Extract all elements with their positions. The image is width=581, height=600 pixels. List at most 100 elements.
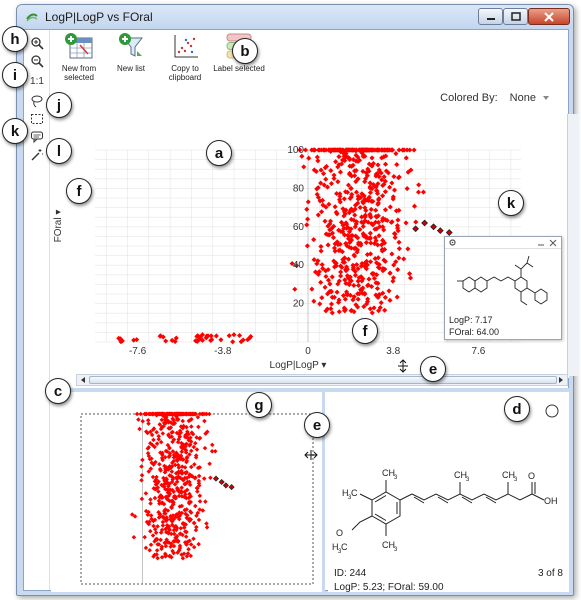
- overview-point[interactable]: [193, 455, 199, 460]
- overview-point[interactable]: [188, 448, 194, 454]
- scatter-point[interactable]: [289, 260, 295, 267]
- overview-point[interactable]: [186, 418, 192, 424]
- overview-point[interactable]: [160, 523, 166, 528]
- scatter-point[interactable]: [356, 157, 363, 163]
- scatter-point[interactable]: [230, 339, 236, 345]
- overview-point[interactable]: [193, 440, 198, 446]
- scatter-point[interactable]: [163, 338, 169, 344]
- close-icon[interactable]: [549, 239, 557, 247]
- scatter-point[interactable]: [208, 333, 214, 339]
- overview-point[interactable]: [207, 461, 212, 467]
- overview-selected-point[interactable]: [218, 478, 225, 486]
- scatter-point[interactable]: [367, 235, 373, 241]
- scatter-point[interactable]: [173, 335, 179, 341]
- scatter-point[interactable]: [416, 182, 422, 188]
- overview-point[interactable]: [148, 429, 153, 435]
- scatter-point[interactable]: [333, 159, 339, 165]
- scatter-point[interactable]: [392, 231, 398, 237]
- scatter-point[interactable]: [411, 203, 418, 209]
- scatter-point[interactable]: [353, 152, 359, 158]
- overview-point[interactable]: [148, 542, 154, 548]
- scatter-point[interactable]: [375, 181, 381, 187]
- scatter-point[interactable]: [309, 147, 315, 153]
- overview-point[interactable]: [173, 462, 178, 468]
- overview-point[interactable]: [196, 480, 202, 486]
- scatter-point[interactable]: [332, 241, 338, 247]
- scatter-point[interactable]: [305, 199, 311, 205]
- scatter-point[interactable]: [332, 264, 338, 270]
- scatter-point[interactable]: [382, 294, 388, 300]
- overview-point[interactable]: [167, 498, 172, 504]
- scatter-point[interactable]: [336, 278, 342, 284]
- overview-point[interactable]: [158, 439, 164, 445]
- scatter-point[interactable]: [395, 217, 401, 223]
- scatter-point[interactable]: [415, 189, 422, 195]
- overview-point[interactable]: [200, 508, 206, 513]
- selected-point[interactable]: [421, 219, 428, 227]
- overview-point[interactable]: [154, 548, 160, 553]
- overview-point[interactable]: [184, 459, 189, 465]
- scatter-point[interactable]: [355, 282, 362, 289]
- overview-point[interactable]: [156, 498, 162, 504]
- overview-point[interactable]: [150, 533, 156, 538]
- scatter-point[interactable]: [292, 286, 298, 292]
- overview-point[interactable]: [140, 457, 145, 463]
- overview-point[interactable]: [171, 458, 176, 464]
- overview-point[interactable]: [184, 487, 190, 493]
- scatter-point[interactable]: [371, 240, 378, 247]
- overview-point[interactable]: [200, 411, 205, 417]
- scatter-point[interactable]: [304, 243, 310, 249]
- overview-point[interactable]: [196, 517, 202, 523]
- overview-point[interactable]: [160, 431, 166, 436]
- overview-point[interactable]: [136, 417, 141, 422]
- overview-point[interactable]: [169, 469, 175, 474]
- scatter-point[interactable]: [404, 186, 410, 192]
- scatter-point[interactable]: [315, 158, 321, 164]
- scatter-point[interactable]: [382, 189, 388, 195]
- overview-point[interactable]: [180, 532, 185, 538]
- scatter-point[interactable]: [245, 337, 251, 343]
- overview-point[interactable]: [203, 499, 208, 504]
- overview-point[interactable]: [192, 462, 197, 467]
- overview-point[interactable]: [193, 503, 198, 509]
- overview-point[interactable]: [167, 451, 173, 456]
- scatter-point[interactable]: [411, 147, 417, 153]
- overview-point[interactable]: [142, 534, 147, 540]
- scatter-point[interactable]: [328, 180, 335, 187]
- scatter-point[interactable]: [364, 147, 370, 153]
- scatter-point[interactable]: [326, 147, 332, 153]
- overview-point[interactable]: [186, 546, 191, 552]
- scatter-point[interactable]: [332, 248, 338, 254]
- scatter-point[interactable]: [349, 147, 355, 153]
- scatter-point[interactable]: [318, 248, 324, 254]
- overview-point[interactable]: [167, 481, 172, 487]
- scatter-point[interactable]: [392, 234, 398, 241]
- scatter-point[interactable]: [384, 217, 390, 224]
- y-axis-label[interactable]: FOral ▾: [53, 210, 64, 243]
- scatter-point[interactable]: [324, 184, 331, 190]
- scatter-point[interactable]: [329, 310, 335, 316]
- scroll-right-icon[interactable]: [557, 376, 565, 384]
- scatter-point[interactable]: [303, 147, 309, 153]
- scatter-point[interactable]: [382, 207, 389, 213]
- overview-point[interactable]: [148, 513, 154, 518]
- overview-point[interactable]: [170, 449, 176, 454]
- overview-point[interactable]: [166, 530, 171, 536]
- scatter-point[interactable]: [329, 274, 335, 280]
- copy-to-clipboard-button[interactable]: Copy to clipboard: [159, 32, 211, 82]
- scatter-point[interactable]: [117, 336, 123, 342]
- scatter-point[interactable]: [379, 147, 385, 153]
- scatter-point[interactable]: [379, 242, 385, 248]
- scatter-point[interactable]: [323, 268, 329, 274]
- scatter-point[interactable]: [238, 339, 244, 345]
- selected-point[interactable]: [445, 229, 453, 236]
- overview-point[interactable]: [204, 521, 209, 526]
- overview-point[interactable]: [197, 493, 203, 498]
- scatter-point[interactable]: [383, 161, 389, 167]
- scatter-point[interactable]: [407, 271, 413, 277]
- scatter-point[interactable]: [369, 310, 375, 316]
- scatter-point[interactable]: [383, 168, 389, 174]
- overview-point[interactable]: [157, 461, 162, 467]
- overview-point[interactable]: [170, 416, 175, 422]
- overview-point[interactable]: [156, 437, 161, 442]
